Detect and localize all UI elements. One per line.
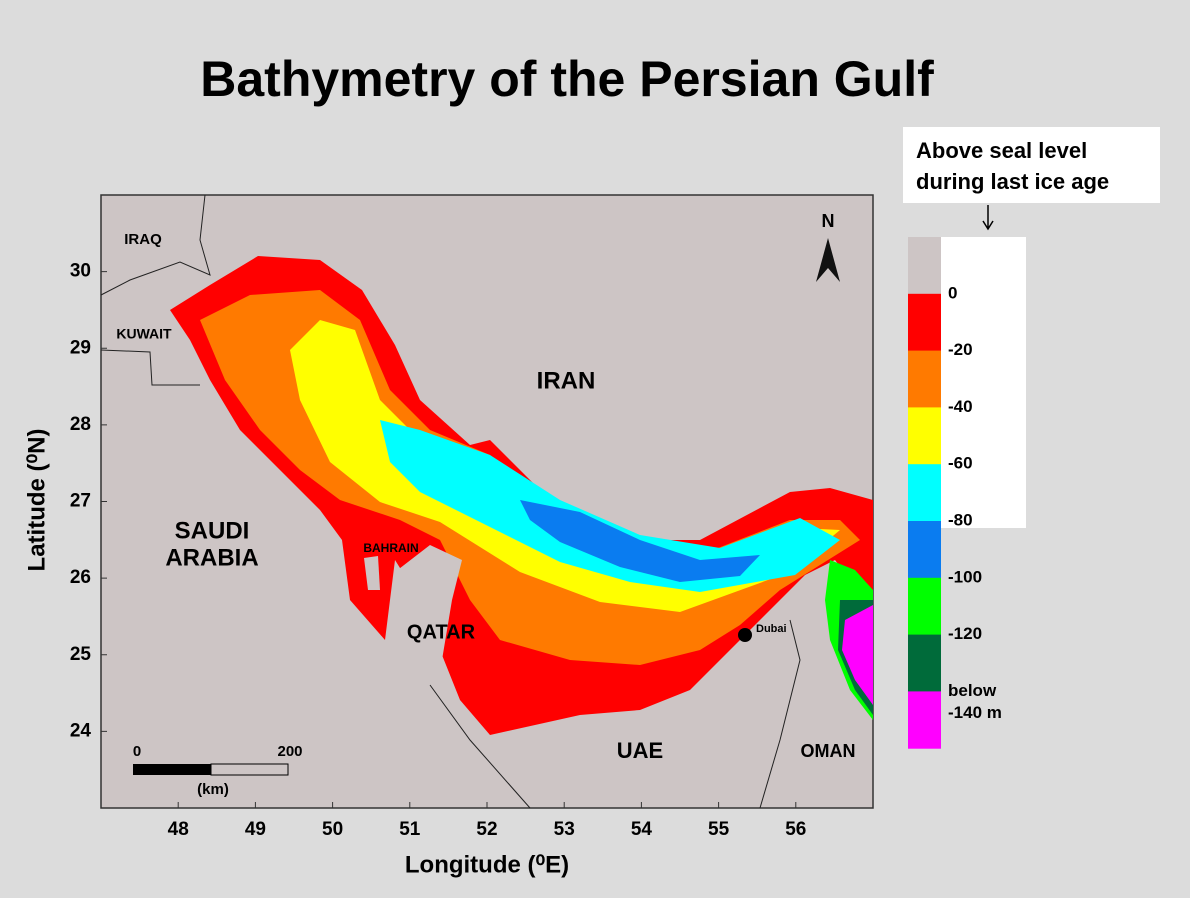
place-label: QATAR <box>407 621 476 643</box>
legend-label: -120 <box>948 624 982 643</box>
place-label: ARABIA <box>165 544 258 571</box>
y-tick-label: 25 <box>70 644 92 665</box>
borders <box>100 194 801 809</box>
north-label: N <box>822 211 835 231</box>
legend-label: below <box>948 681 997 700</box>
legend-swatch <box>908 464 941 522</box>
y-tick-label: 26 <box>70 567 91 588</box>
legend-note: Above seal level <box>916 138 1087 163</box>
north-arrow <box>816 238 840 282</box>
title: Bathymetry of the Persian Gulf <box>200 51 934 107</box>
place-label: OMAN <box>801 741 856 761</box>
legend-swatch <box>908 521 941 579</box>
x-tick-label: 49 <box>245 819 266 840</box>
legend-label: 0 <box>948 283 957 302</box>
legend-label: -80 <box>948 510 973 529</box>
scale-bar <box>210 763 289 776</box>
legend-swatch <box>908 237 941 295</box>
scale-label: 0 <box>133 743 141 760</box>
x-tick-label: 48 <box>168 819 189 840</box>
legend-swatch <box>908 350 941 408</box>
legend-label: -20 <box>948 340 973 359</box>
x-axis-label: Longitude (⁰E) <box>405 851 569 878</box>
x-tick-label: 50 <box>322 819 343 840</box>
scale-label: 200 <box>277 743 302 760</box>
legend-arrow <box>982 205 994 231</box>
x-tick-label: 55 <box>708 819 730 840</box>
place-label: UAE <box>617 738 663 763</box>
legend-swatch <box>908 293 941 352</box>
bathymetry <box>170 256 873 735</box>
city-marker <box>738 628 752 642</box>
y-axis-label: Latitude (⁰N) <box>23 429 50 572</box>
y-tick-label: 29 <box>70 337 91 358</box>
place-label: KUWAIT <box>116 326 172 342</box>
legend-swatch <box>908 577 941 636</box>
scale-label: (km) <box>197 781 229 798</box>
place-label: Dubai <box>756 623 787 635</box>
x-tick-label: 52 <box>476 819 497 840</box>
place-label: IRAQ <box>124 231 162 248</box>
legend-label: -40 <box>948 397 973 416</box>
legend: 0 -20 -40 -60 -80 -100 -120 below -140 m <box>908 237 1002 749</box>
legend-label: -100 <box>948 567 982 586</box>
y-tick-label: 27 <box>70 491 91 512</box>
depth-60-80 <box>380 420 840 592</box>
place-label: SAUDI <box>175 517 250 544</box>
border <box>759 619 801 809</box>
legend-note-box <box>903 127 1160 203</box>
y-tick-label: 24 <box>70 720 92 741</box>
axes: 48 49 50 51 52 53 54 55 56 24 25 26 27 28 29 30 <box>70 261 807 840</box>
depth-below-140 <box>842 605 873 705</box>
place-label: IRAN <box>537 367 596 394</box>
x-tick-label: 56 <box>785 819 806 840</box>
legend-swatch <box>908 691 941 749</box>
legend-label: -60 <box>948 454 973 473</box>
x-tick-label: 53 <box>554 819 575 840</box>
y-tick-label: 28 <box>70 414 91 435</box>
legend-swatch <box>908 407 941 465</box>
border <box>100 194 211 296</box>
legend-note: during last ice age <box>916 169 1109 194</box>
x-tick-label: 54 <box>631 819 653 840</box>
border <box>100 349 200 386</box>
scale-bar <box>133 764 211 775</box>
border <box>429 684 531 809</box>
x-tick-label: 51 <box>399 819 421 840</box>
legend-swatch <box>908 634 941 692</box>
y-tick-label: 30 <box>70 261 91 282</box>
place-label: BAHRAIN <box>363 541 418 555</box>
qatar-land <box>395 545 462 660</box>
bahrain-island <box>364 556 380 590</box>
depth-80-100 <box>520 500 760 582</box>
legend-label: -140 m <box>948 703 1002 722</box>
